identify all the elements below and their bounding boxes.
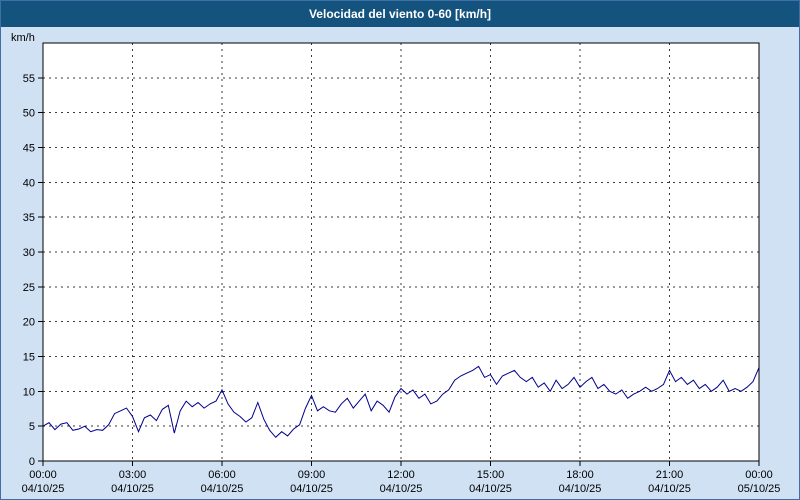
x-tick-date-label: 05/10/25 — [738, 483, 781, 495]
wind-speed-line — [42, 365, 760, 439]
x-tick-time-label: 18:00 — [566, 469, 594, 481]
y-tick-label: 40 — [23, 177, 35, 189]
x-tick-date-label: 04/10/25 — [648, 483, 691, 495]
y-tick-label: 35 — [23, 212, 35, 224]
x-tick-date-label: 04/10/25 — [290, 483, 333, 495]
chart-wrap: 0 5 10 15 20 25 30 35 40 45 50 55 00:00 04/10/25 03:00… — [1, 27, 799, 499]
chart-title-bar: Velocidad del viento 0-60 [km/h] — [1, 1, 799, 27]
y-tick-label: 55 — [23, 73, 35, 85]
y-axis-unit-label: km/h — [11, 32, 35, 44]
x-tick-date-label: 04/10/25 — [111, 483, 154, 495]
x-tick-time-label: 06:00 — [208, 469, 236, 481]
plot-border — [42, 42, 760, 462]
y-tick-label: 30 — [23, 247, 35, 259]
x-tick-date-label: 04/10/25 — [469, 483, 512, 495]
y-tick-label: 10 — [23, 386, 35, 398]
chart-title: Velocidad del viento 0-60 [km/h] — [308, 7, 492, 21]
x-tick-time-label: 00:00 — [29, 469, 57, 481]
wind-speed-chart: 0 5 10 15 20 25 30 35 40 45 50 55 00:00 04/10/25 03:00… — [11, 32, 781, 495]
x-tick-time-label: 21:00 — [656, 469, 684, 481]
x-tick-time-label: 09:00 — [298, 469, 326, 481]
y-tick-label: 15 — [23, 352, 35, 364]
y-tick-label: 50 — [23, 108, 35, 120]
y-tick-label: 25 — [23, 282, 35, 294]
x-tick-date-label: 04/10/25 — [380, 483, 423, 495]
y-tick-label: 5 — [29, 421, 35, 433]
x-tick-time-label: 15:00 — [477, 469, 505, 481]
y-tick-label: 45 — [23, 143, 35, 155]
y-tick-label: 0 — [29, 456, 35, 468]
x-tick-time-label: 12:00 — [387, 469, 415, 481]
x-tick-time-label: 00:00 — [745, 469, 773, 481]
x-tick-date-label: 04/10/25 — [559, 483, 602, 495]
x-tick-time-label: 03:00 — [119, 469, 147, 481]
x-tick-date-label: 04/10/25 — [201, 483, 244, 495]
x-tick-date-label: 04/10/25 — [22, 483, 65, 495]
y-tick-label: 20 — [23, 317, 35, 329]
